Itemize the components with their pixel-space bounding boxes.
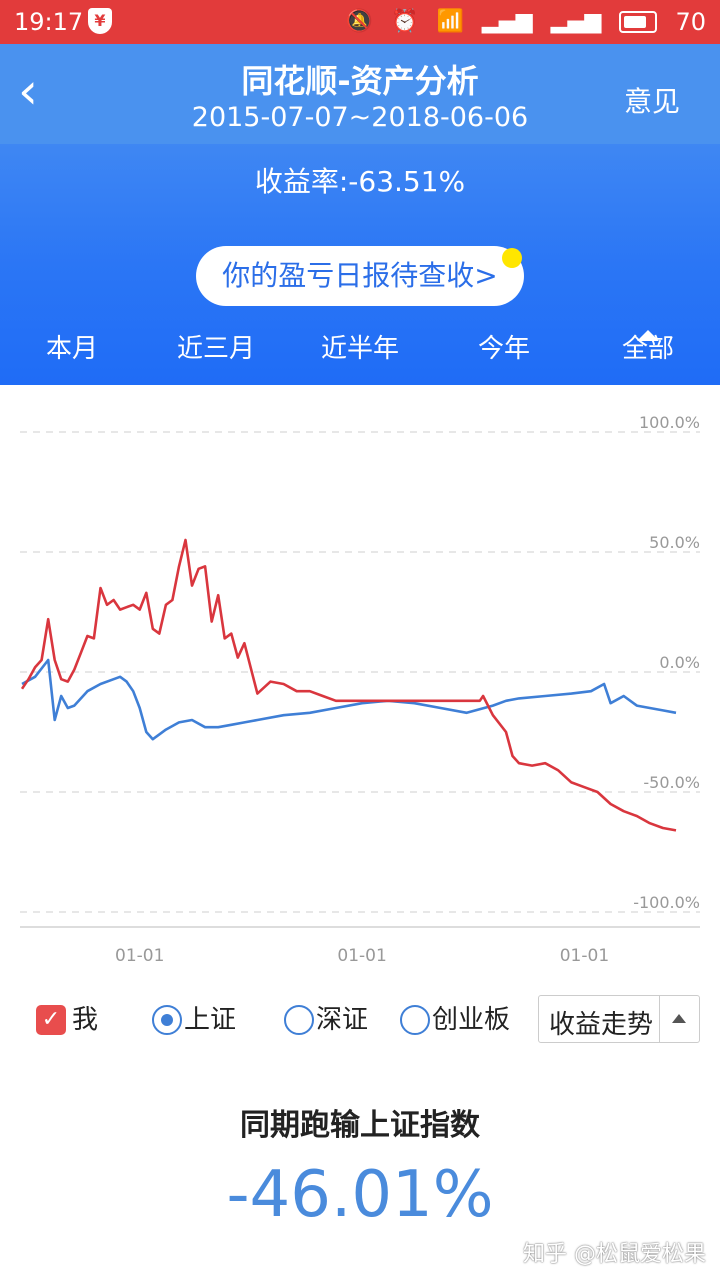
active-tab-indicator (637, 330, 659, 341)
notification-dot (502, 248, 522, 268)
shanghai-radio[interactable] (152, 1005, 182, 1035)
gem-radio[interactable] (400, 1005, 430, 1035)
y-tick-label: -100.0% (633, 893, 700, 912)
signal-4g-icon: ▂▄▆ (481, 9, 533, 34)
x-tick-label: 01-01 (115, 946, 164, 966)
feedback-button[interactable]: 意见 (623, 85, 680, 118)
tab-this-month[interactable]: 本月 (45, 334, 98, 364)
battery-level: 70 (675, 8, 706, 36)
caret-up-icon[interactable] (672, 1014, 686, 1023)
x-tick-label: 01-01 (337, 946, 386, 966)
alarm-icon: ⏰ (391, 9, 419, 34)
legend-shenzhen-label[interactable]: 深证 (316, 1005, 369, 1035)
date-range: 2015-07-07~2018-06-06 (191, 102, 529, 133)
mute-icon: 🔕 (345, 9, 374, 34)
yield-ratio: 收益率:-63.51% (254, 165, 466, 198)
daily-report-button[interactable]: 你的盈亏日报待查收> (196, 246, 524, 306)
page-title: 同花顺-资产分析 (241, 62, 479, 100)
legend-gem-label[interactable]: 创业板 (432, 1005, 511, 1035)
header: ‹ 同花顺-资产分析 2015-07-07~2018-06-06 意见 收益率:… (0, 44, 720, 385)
y-tick-label: 100.0% (639, 413, 700, 432)
comparison-title: 同期跑输上证指数 (240, 1108, 480, 1143)
series-line-mine (20, 538, 677, 832)
yen-shield-icon: ¥ (88, 8, 112, 34)
chevron-left-icon[interactable]: ‹ (18, 62, 38, 120)
tab-three-months[interactable]: 近三月 (176, 334, 255, 364)
y-tick-label: -50.0% (643, 773, 700, 792)
tab-this-year[interactable]: 今年 (477, 334, 530, 364)
tab-half-year[interactable]: 近半年 (320, 334, 399, 364)
comparison-value: -46.01% (226, 1158, 494, 1232)
y-tick-label: 0.0% (659, 653, 700, 672)
series-line-shanghai (21, 658, 677, 741)
shenzhen-radio[interactable] (284, 1005, 314, 1035)
period-tabs: 本月 近三月 近半年 今年 全部 (0, 328, 720, 368)
chart-legend: ✓ 我 上证 深证 创业板 收益走势 (0, 995, 720, 1055)
status-time: 19:17 (14, 8, 84, 36)
mine-checkbox[interactable]: ✓ (36, 1005, 66, 1035)
battery-icon (619, 11, 658, 33)
return-chart[interactable]: 100.0% 50.0% 0.0% -50.0% -100.0% 01-01 01-01 01… (0, 385, 720, 985)
status-icons: 🔕 ⏰ 📶 ▂▄▆ ▂▄▆ 70 (346, 8, 706, 36)
chart-type-dropdown[interactable]: 收益走势 (538, 995, 700, 1043)
wifi-icon: 📶 (436, 9, 464, 34)
legend-shanghai-label[interactable]: 上证 (184, 1005, 237, 1035)
legend-mine-label[interactable]: 我 (72, 1005, 99, 1035)
dropdown-divider (659, 996, 660, 1042)
signal-icon: ▂▄▆ (550, 9, 602, 34)
y-tick-label: 50.0% (649, 533, 700, 552)
daily-report-label: 你的盈亏日报待查收> (222, 259, 498, 292)
title-bar: ‹ 同花顺-资产分析 2015-07-07~2018-06-06 意见 (0, 44, 720, 144)
x-tick-label: 01-01 (560, 946, 609, 966)
dropdown-value: 收益走势 (549, 1010, 654, 1040)
watermark: 知乎 @松鼠爱松果 (523, 1242, 706, 1267)
status-bar: 19:17 ¥ 🔕 ⏰ 📶 ▂▄▆ ▂▄▆ 70 (0, 0, 720, 44)
